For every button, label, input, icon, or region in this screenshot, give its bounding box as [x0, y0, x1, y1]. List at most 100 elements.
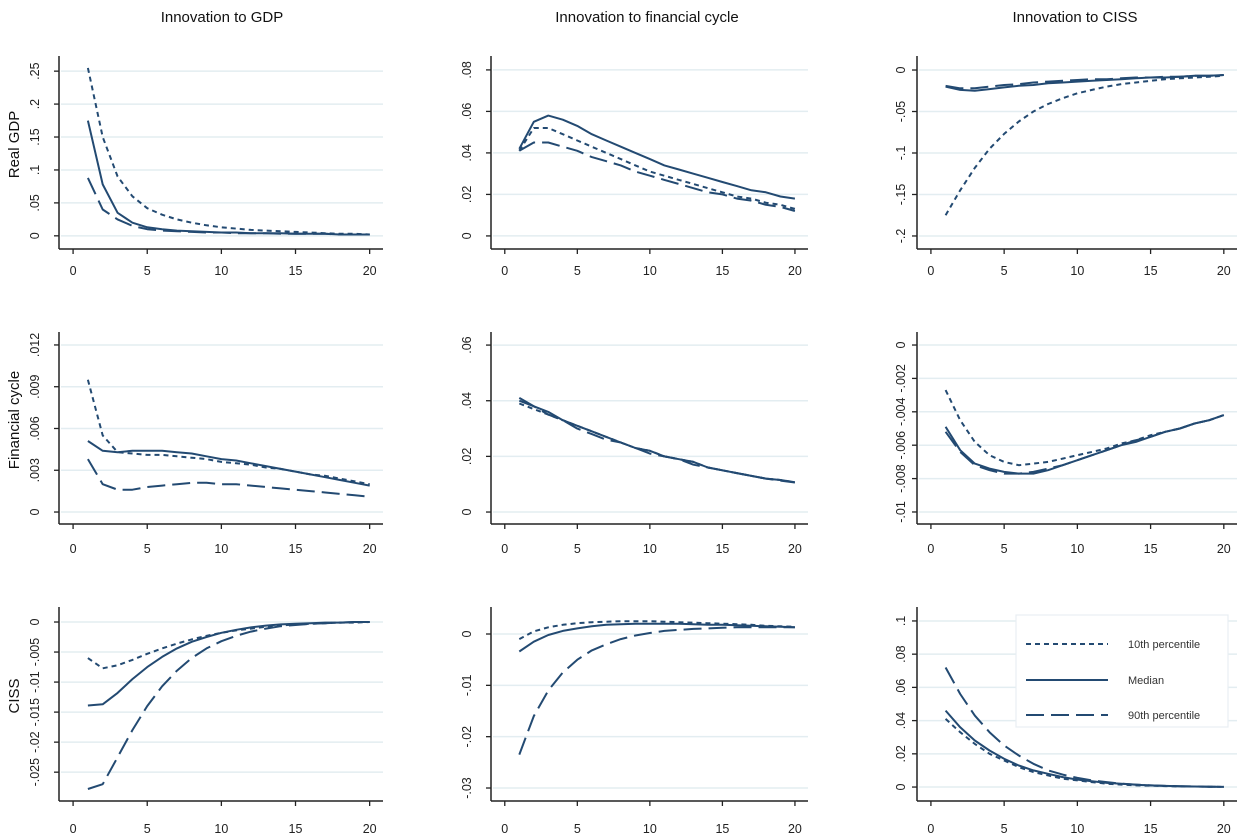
x-tick-label: 10 — [1070, 264, 1084, 278]
x-tick-label: 15 — [715, 822, 729, 836]
panel-r1-c2: 0 .02 .04 .06 .08 0 5 10 15 20 — [460, 56, 808, 278]
panel-r3-c1: 0 -.005 -.01 -.015 -.02 -.025 0 5 10 15 20 — [28, 607, 383, 836]
x-tick-label: 5 — [1001, 542, 1008, 556]
y-tick-label: -.004 — [894, 398, 908, 427]
series-line-median — [518, 397, 796, 484]
column-title: Innovation to CISS — [1012, 9, 1137, 26]
x-tick-label: 20 — [1217, 542, 1231, 556]
x-tick-label: 5 — [144, 264, 151, 278]
x-tick-label: 20 — [1217, 264, 1231, 278]
y-tick-label: 0 — [28, 232, 42, 239]
y-tick-label: .006 — [28, 416, 42, 440]
x-tick-label: 5 — [574, 264, 581, 278]
legend-label: 10th percentile — [1128, 639, 1200, 651]
x-tick-label: 10 — [214, 542, 228, 556]
y-tick-label: 0 — [894, 784, 908, 791]
x-tick-label: 5 — [574, 542, 581, 556]
row-label: CISS — [6, 678, 23, 713]
series-line-90th-percentile — [518, 626, 795, 755]
column-title: Innovation to GDP — [161, 9, 284, 26]
y-tick-label: .04 — [460, 144, 474, 161]
row-label: Financial cycle — [6, 371, 23, 469]
x-tick-label: 5 — [144, 542, 151, 556]
series-line-90th-percentile — [944, 414, 1225, 475]
x-tick-label: 0 — [70, 264, 77, 278]
x-tick-label: 0 — [70, 822, 77, 836]
x-tick-label: 0 — [927, 264, 934, 278]
x-tick-label: 0 — [501, 822, 508, 836]
y-tick-label: .2 — [28, 99, 42, 109]
series-line-10th-percentile — [944, 718, 1224, 788]
series-line-10th-percentile — [518, 402, 796, 484]
column-title: Innovation to financial cycle — [555, 9, 738, 26]
series-line-90th-percentile — [518, 399, 796, 484]
y-tick-label: -.01 — [894, 501, 908, 523]
legend-label: Median — [1128, 675, 1164, 687]
series-line-median — [518, 114, 796, 200]
y-tick-label: -.02 — [28, 731, 42, 753]
legend-label: 90th percentile — [1128, 710, 1200, 722]
x-tick-label: 0 — [927, 822, 934, 836]
y-tick-label: -.02 — [460, 726, 474, 748]
x-tick-label: 10 — [214, 822, 228, 836]
y-tick-label: .02 — [894, 745, 908, 762]
y-tick-label: -.006 — [894, 431, 908, 460]
series-line-median — [518, 622, 795, 653]
series-line-90th-percentile — [87, 458, 370, 498]
y-tick-label: .08 — [460, 61, 474, 78]
y-tick-label: .06 — [460, 336, 474, 353]
y-tick-label: -.2 — [894, 229, 908, 244]
x-tick-label: 5 — [1001, 822, 1008, 836]
series-line-10th-percentile — [518, 620, 795, 640]
x-tick-label: 10 — [214, 264, 228, 278]
series-line-90th-percentile — [86, 177, 370, 236]
x-tick-label: 10 — [643, 542, 657, 556]
legend-box — [1015, 614, 1229, 728]
series-line-10th-percentile — [86, 379, 370, 486]
panel-r2-c1: 0 .003 .006 .009 .012 0 5 10 15 20 — [28, 332, 383, 556]
x-tick-label: 15 — [1144, 822, 1158, 836]
panel-r2-c2: 0 .02 .04 .06 0 5 10 15 20 — [460, 332, 808, 556]
series-line-10th-percentile — [518, 127, 796, 210]
y-tick-label: .08 — [894, 645, 908, 662]
y-tick-label: .003 — [28, 458, 42, 482]
y-tick-label: -.005 — [28, 638, 42, 667]
x-tick-label: 5 — [574, 822, 581, 836]
x-tick-label: 5 — [144, 822, 151, 836]
x-tick-label: 0 — [501, 542, 508, 556]
y-tick-label: -.002 — [894, 364, 908, 393]
y-tick-label: .02 — [460, 186, 474, 203]
y-tick-label: .1 — [28, 165, 42, 175]
x-tick-label: 15 — [715, 542, 729, 556]
x-tick-label: 15 — [289, 822, 303, 836]
y-tick-label: -.1 — [894, 146, 908, 161]
y-tick-label: 0 — [894, 341, 908, 348]
y-tick-label: -.01 — [460, 675, 474, 697]
y-tick-label: .25 — [28, 62, 42, 79]
y-tick-label: 0 — [460, 630, 474, 637]
y-tick-label: .1 — [894, 616, 908, 626]
y-tick-label: 0 — [894, 66, 908, 73]
y-tick-label: -.05 — [894, 101, 908, 123]
y-tick-label: .02 — [460, 448, 474, 465]
y-tick-label: .012 — [28, 333, 42, 357]
y-tick-label: .05 — [28, 194, 42, 211]
y-tick-label: .15 — [28, 128, 42, 145]
series-line-median — [87, 621, 370, 707]
panel-r1-c1: 0 .05 .1 .15 .2 .25 0 5 10 15 20 — [28, 56, 383, 278]
y-tick-label: .009 — [28, 375, 42, 399]
x-tick-label: 10 — [1070, 542, 1084, 556]
y-tick-label: -.15 — [894, 184, 908, 206]
row-label: Real GDP — [6, 111, 23, 179]
series-line-median — [87, 440, 370, 487]
x-tick-label: 15 — [1144, 264, 1158, 278]
series-line-90th-percentile — [87, 621, 370, 790]
x-tick-label: 15 — [715, 264, 729, 278]
series-line-90th-percentile — [944, 667, 1224, 788]
x-tick-label: 10 — [643, 822, 657, 836]
panel-r2-c3: 0 -.002 -.004 -.006 -.008 -.01 0 5 10 15 20 — [894, 332, 1237, 556]
x-tick-label: 20 — [363, 542, 377, 556]
y-tick-label: -.01 — [28, 671, 42, 693]
x-tick-label: 20 — [1217, 822, 1231, 836]
y-tick-label: 0 — [460, 232, 474, 239]
